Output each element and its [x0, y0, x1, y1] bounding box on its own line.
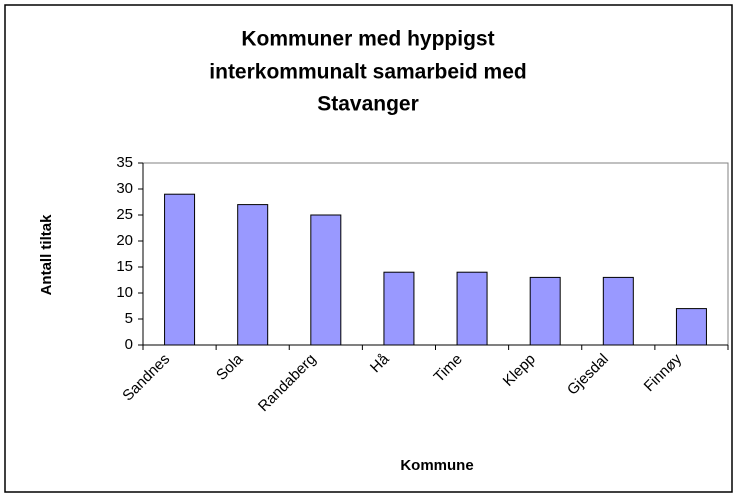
chart-title: Kommuner med hyppigst	[241, 28, 494, 51]
y-tick-label: 30	[116, 180, 133, 197]
bar	[237, 204, 269, 346]
bar	[675, 308, 707, 346]
plot-area	[142, 162, 729, 346]
bar	[602, 276, 634, 346]
y-tick-label: 25	[116, 206, 133, 223]
y-tick-label: 10	[116, 284, 133, 301]
x-axis-label: Kommune	[400, 457, 473, 474]
y-tick-label: 0	[125, 336, 133, 353]
bar	[456, 271, 488, 346]
y-tick-label: 20	[116, 232, 133, 249]
y-axis-label: Antall tiltak	[38, 214, 55, 296]
chart-title: Stavanger	[317, 93, 419, 116]
chart-title: interkommunalt samarbeid med	[209, 61, 526, 84]
bar	[383, 271, 415, 346]
y-tick-label: 5	[125, 310, 133, 327]
bar	[529, 276, 561, 346]
y-tick-label: 15	[116, 258, 133, 275]
bar	[164, 193, 196, 346]
y-tick-label: 35	[116, 154, 133, 171]
bar	[310, 214, 342, 346]
